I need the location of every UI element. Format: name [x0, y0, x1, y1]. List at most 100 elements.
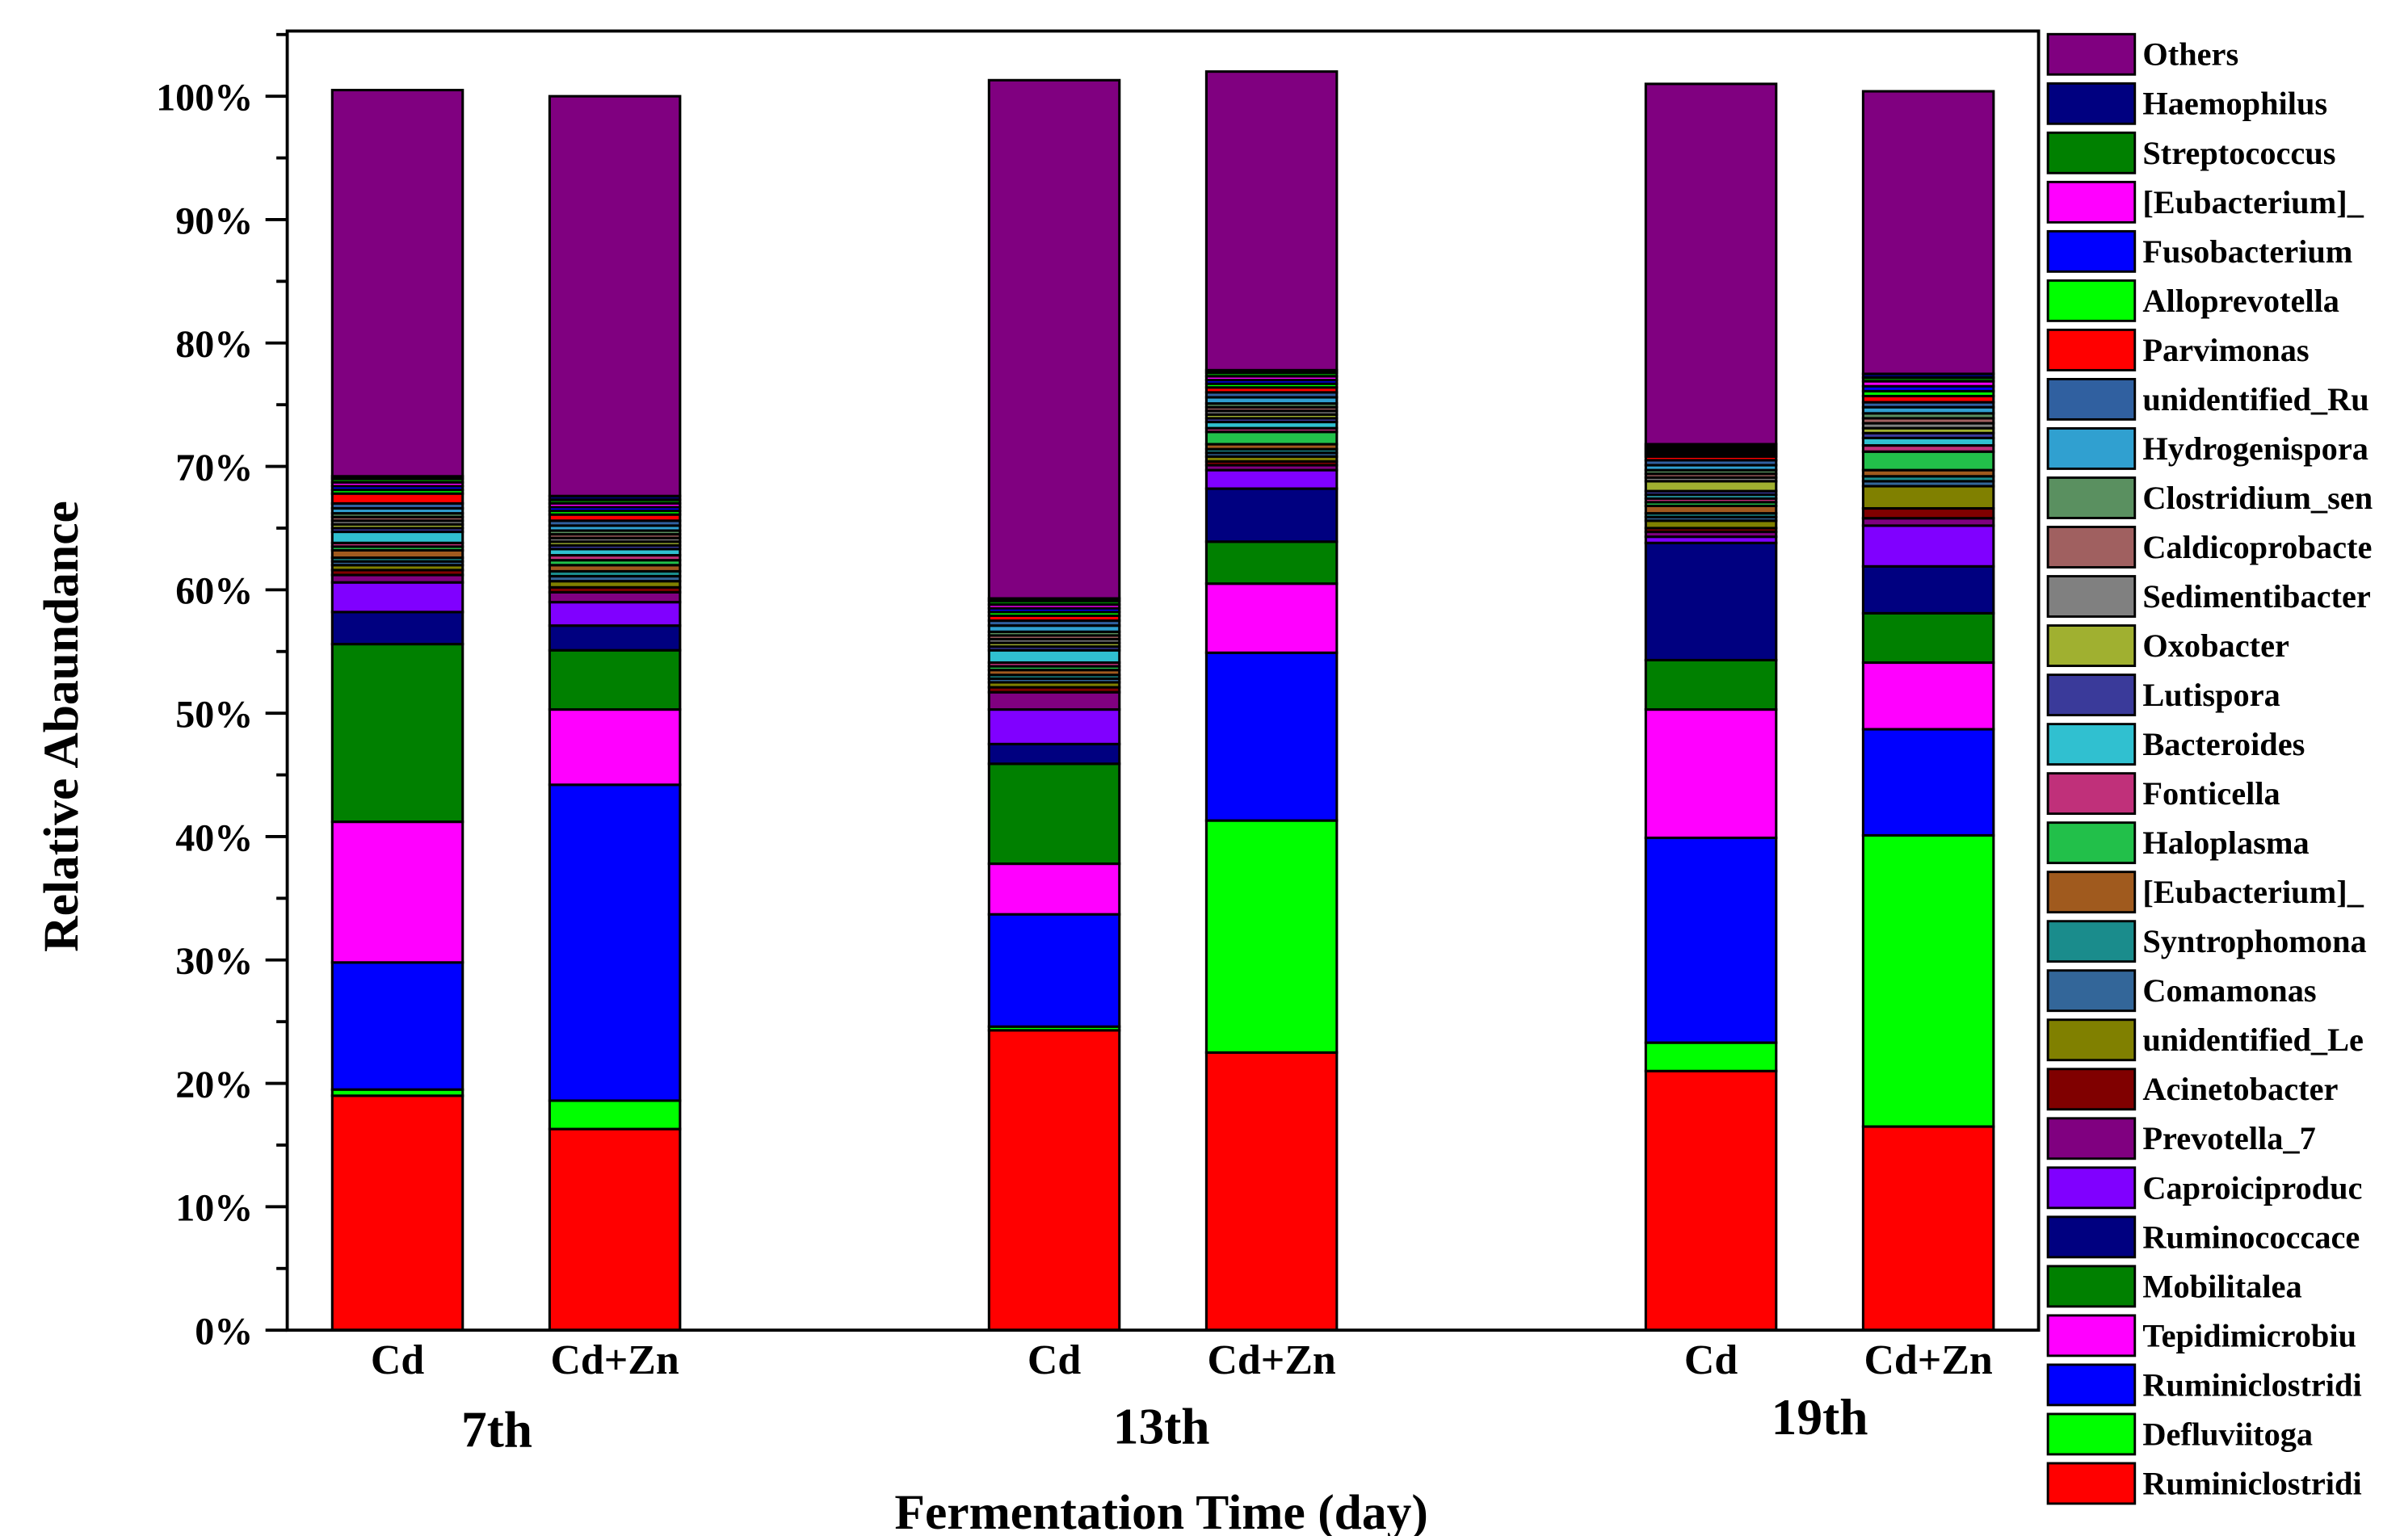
bar-segment-ruminiclostridi-5 [1644, 1069, 1778, 1332]
legend-swatch [2046, 1363, 2137, 1407]
legend-label: Haloplasma [2142, 825, 2309, 861]
legend-item-caproiciproduc: Caproiciproduc [2046, 1166, 2362, 1210]
y-tick-label: 50% [175, 693, 253, 736]
bar-segment-ruminiclostridi-1 [330, 1094, 464, 1332]
y-tick-label: 20% [175, 1064, 253, 1106]
group-label: 19th [1772, 1388, 1868, 1446]
bar-segment-ruminococcace-5 [1644, 541, 1778, 661]
x-tick-label: Cd [1028, 1337, 1081, 1383]
legend-swatch [2046, 772, 2137, 816]
axes-layer [265, 29, 2041, 1332]
legend-item-alloprevotella: Alloprevotella [2046, 279, 2339, 322]
x-axis-title: Fermentation Time (day) [894, 1485, 1427, 1536]
legend-label: Haemophilus [2142, 86, 2327, 122]
bar-segment-unidentified-le-6 [1861, 485, 1995, 510]
legend-label: Others [2142, 36, 2238, 73]
legend-label: Oxobacter [2142, 627, 2289, 664]
legend-swatch [2046, 229, 2137, 273]
y-tick-label: 80% [175, 323, 253, 366]
bar-segment-others-6 [1861, 90, 1995, 376]
bar-segment-others-3 [987, 78, 1121, 600]
x-tick-label: Cd+Zn [1207, 1337, 1335, 1383]
bar-segment-prevotella-7-3 [987, 690, 1121, 711]
group-label: 13th [1113, 1397, 1210, 1454]
bar-segment-others-1 [330, 88, 464, 478]
legend-item-others: Others [2046, 32, 2238, 76]
bar-segment-mobilitalea-3 [987, 762, 1121, 866]
legend-item-streptococcus: Streptococcus [2046, 131, 2335, 174]
bar-segment-ruminococcace-1 [330, 611, 464, 646]
legend-item-clostridium-sen: Clostridium_sen [2046, 476, 2373, 519]
legend-label: Clostridium_sen [2142, 480, 2373, 516]
bar-segment-caproiciproduc-4 [1204, 468, 1339, 490]
legend-swatch [2046, 673, 2137, 717]
bar-segment-prevotella-7-2 [548, 590, 682, 604]
legend-label: unidentified_Le [2142, 1022, 2364, 1058]
bar-segment-haloplasma-6 [1861, 450, 1995, 472]
legend-label: Ruminococcace [2142, 1219, 2360, 1255]
legend-swatch [2046, 328, 2137, 371]
legend-label: Bacteroides [2142, 726, 2305, 762]
bar-segment-ruminiclostridi-5 [1644, 836, 1778, 1044]
legend-swatch [2046, 1215, 2137, 1259]
legend-swatch [2046, 1018, 2137, 1062]
legend-label: Ruminiclostridi [2142, 1366, 2361, 1403]
bar-segment-mobilitalea-6 [1861, 611, 1995, 665]
bar-segment-mobilitalea-2 [548, 648, 682, 711]
legend-item-syntrophomona: Syntrophomona [2046, 920, 2367, 963]
legend-swatch [2046, 575, 2137, 618]
bar-segment-bacteroides-3 [987, 648, 1121, 665]
legend-swatch [2046, 624, 2137, 667]
legend-swatch [2046, 1314, 2137, 1357]
bar-segment-mobilitalea-5 [1644, 658, 1778, 711]
bar-stack-3 [987, 78, 1121, 1332]
legend-swatch [2046, 1462, 2137, 1505]
legend-label: Fonticella [2142, 775, 2280, 812]
legend-swatch [2046, 1166, 2137, 1210]
legend-swatch [2046, 279, 2137, 322]
legend-label: Comamonas [2142, 972, 2316, 1009]
bar-segment-others-5 [1644, 82, 1778, 446]
bar-segment-ruminiclostridi-4 [1204, 1051, 1339, 1332]
legend-swatch [2046, 821, 2137, 865]
legend-label: Hydrogenispora [2142, 430, 2368, 467]
legend-item-eubacterium: [Eubacterium]_ [2046, 180, 2364, 224]
legend-item-ruminiclostridi: Ruminiclostridi [2046, 1363, 2362, 1407]
legend-item-ruminiclostridi: Ruminiclostridi [2046, 1462, 2362, 1505]
bar-stack-1 [330, 88, 464, 1332]
legend-swatch [2046, 1412, 2137, 1456]
legend-label: Prevotella_7 [2142, 1120, 2315, 1156]
legend-label: Caldicoprobacte [2142, 529, 2372, 565]
legend-swatch [2046, 920, 2137, 963]
legend-label: Streptococcus [2142, 135, 2335, 171]
legend-swatch [2046, 427, 2137, 470]
legend-swatch [2046, 1068, 2137, 1111]
legend-label: Syntrophomona [2142, 923, 2366, 959]
bar-segment-ruminococcace-2 [548, 624, 682, 652]
legend-item-comamonas: Comamonas [2046, 969, 2317, 1013]
legend-swatch [2046, 180, 2137, 224]
legend-swatch [2046, 32, 2137, 76]
bar-segment-defluviitoga-4 [1204, 819, 1339, 1054]
legend-item-parvimonas: Parvimonas [2046, 328, 2310, 371]
legend-label: Mobilitalea [2142, 1268, 2301, 1304]
y-tick-label: 0% [195, 1310, 253, 1353]
legend-label: Lutispora [2142, 677, 2280, 713]
bar-stack-4 [1204, 70, 1339, 1332]
legend-label: [Eubacterium]_ [2142, 184, 2364, 220]
x-tick-label: Cd [1684, 1337, 1738, 1383]
group-label: 7th [461, 1400, 532, 1458]
legend-item-eubacterium: [Eubacterium]_ [2046, 871, 2364, 914]
y-axis-title: Relative Abaundance [34, 501, 89, 952]
legend-swatch [2046, 723, 2137, 766]
x-tick-label: Cd+Zn [550, 1337, 679, 1383]
legend-item-mobilitalea: Mobilitalea [2046, 1265, 2302, 1308]
bar-segment-tepidimicrobiu-4 [1204, 582, 1339, 654]
legend-item-oxobacter: Oxobacter [2046, 624, 2289, 667]
legend-swatch [2046, 378, 2137, 421]
bar-segment-ruminiclostridi-2 [548, 783, 682, 1102]
bar-segment-mobilitalea-1 [330, 643, 464, 824]
bar-segment-ruminiclostridi-1 [330, 961, 464, 1091]
legend-item-bacteroides: Bacteroides [2046, 723, 2305, 766]
